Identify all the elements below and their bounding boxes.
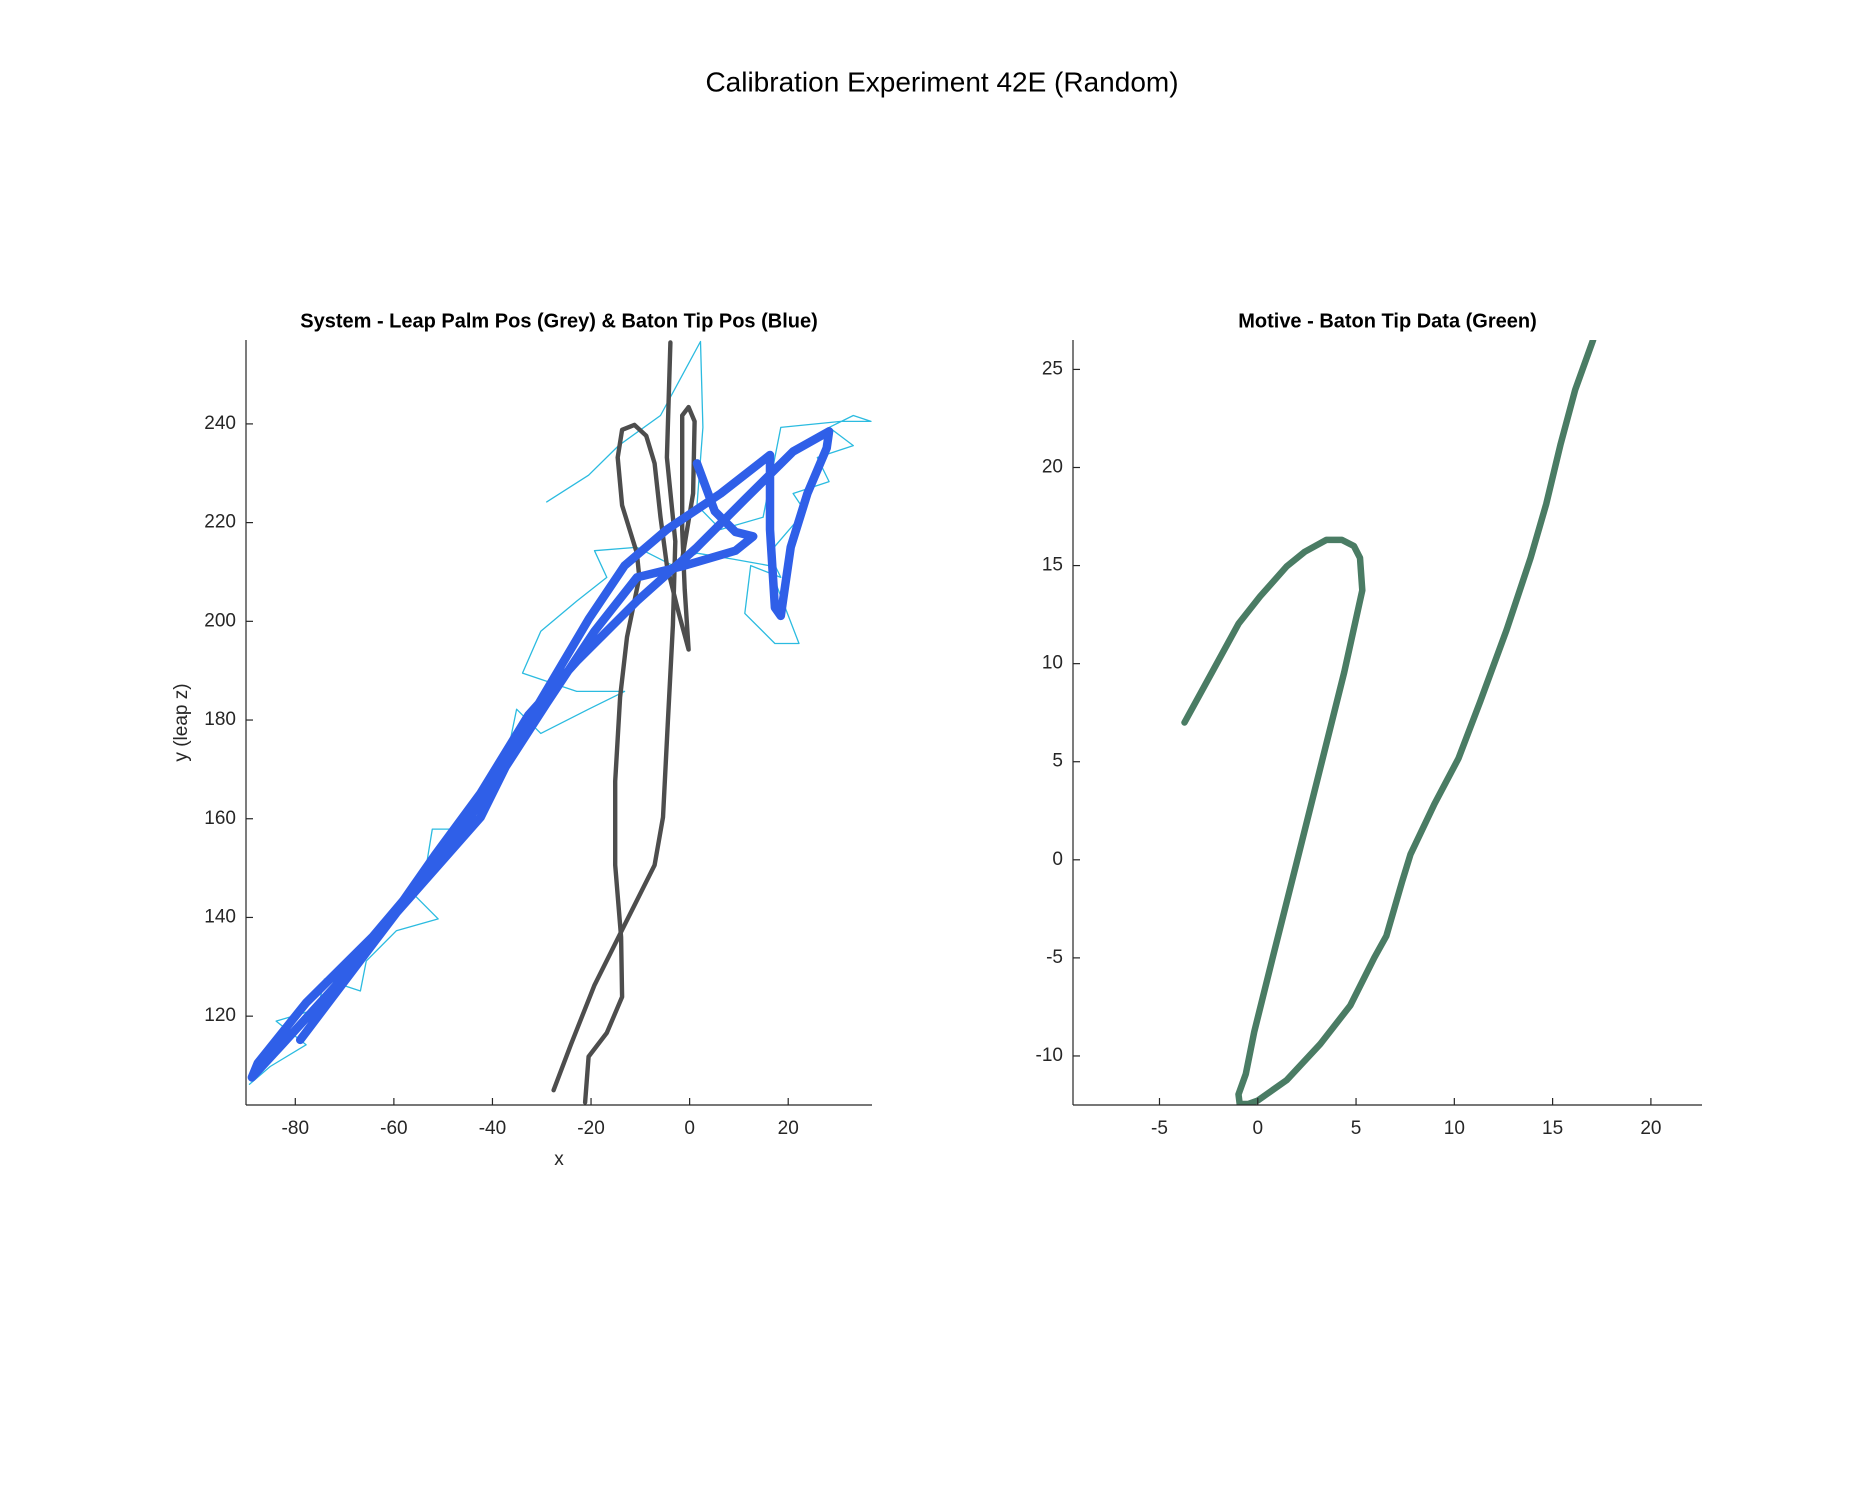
- y-tick-label: 120: [204, 1005, 236, 1026]
- y-tick-label: 10: [1042, 653, 1063, 674]
- y-tick-label: 220: [204, 512, 236, 533]
- y-tick-label: 0: [1052, 849, 1063, 870]
- data-line: [247, 427, 834, 1082]
- y-tick-label: 140: [204, 906, 236, 927]
- data-line: [582, 404, 697, 1105]
- y-tick-label: -5: [1046, 947, 1063, 968]
- x-tick-label: 0: [1252, 1118, 1263, 1139]
- x-tick-label: -40: [479, 1118, 506, 1139]
- axes-title: Motive - Baton Tip Data (Green): [1238, 310, 1537, 332]
- x-axis-label: x: [554, 1149, 564, 1170]
- data-line: [1181, 340, 1597, 1105]
- x-tick-label: 5: [1351, 1118, 1362, 1139]
- x-tick-label: 20: [778, 1118, 799, 1139]
- x-tick-label: -80: [282, 1118, 309, 1139]
- y-tick-label: 20: [1042, 457, 1063, 478]
- y-tick-label: 5: [1052, 751, 1063, 772]
- x-tick-label: 0: [684, 1118, 695, 1139]
- y-tick-label: -10: [1036, 1045, 1063, 1066]
- x-tick-label: 20: [1640, 1118, 1661, 1139]
- x-tick-label: 15: [1542, 1118, 1563, 1139]
- y-tick-label: 160: [204, 808, 236, 829]
- y-tick-label: 25: [1042, 358, 1063, 379]
- x-tick-label: 10: [1444, 1118, 1465, 1139]
- x-tick-label: -5: [1151, 1118, 1168, 1139]
- y-tick-label: 15: [1042, 555, 1063, 576]
- data-line: [551, 340, 678, 1093]
- x-tick-label: -60: [380, 1118, 407, 1139]
- figure-title: Calibration Experiment 42E (Random): [705, 66, 1178, 97]
- y-tick-label: 180: [204, 709, 236, 730]
- y-axis-label: y (leap z): [171, 683, 192, 761]
- x-tick-label: -20: [577, 1118, 604, 1139]
- y-tick-label: 240: [204, 413, 236, 434]
- y-tick-label: 200: [204, 610, 236, 631]
- axes-title: System - Leap Palm Pos (Grey) & Baton Ti…: [300, 310, 818, 332]
